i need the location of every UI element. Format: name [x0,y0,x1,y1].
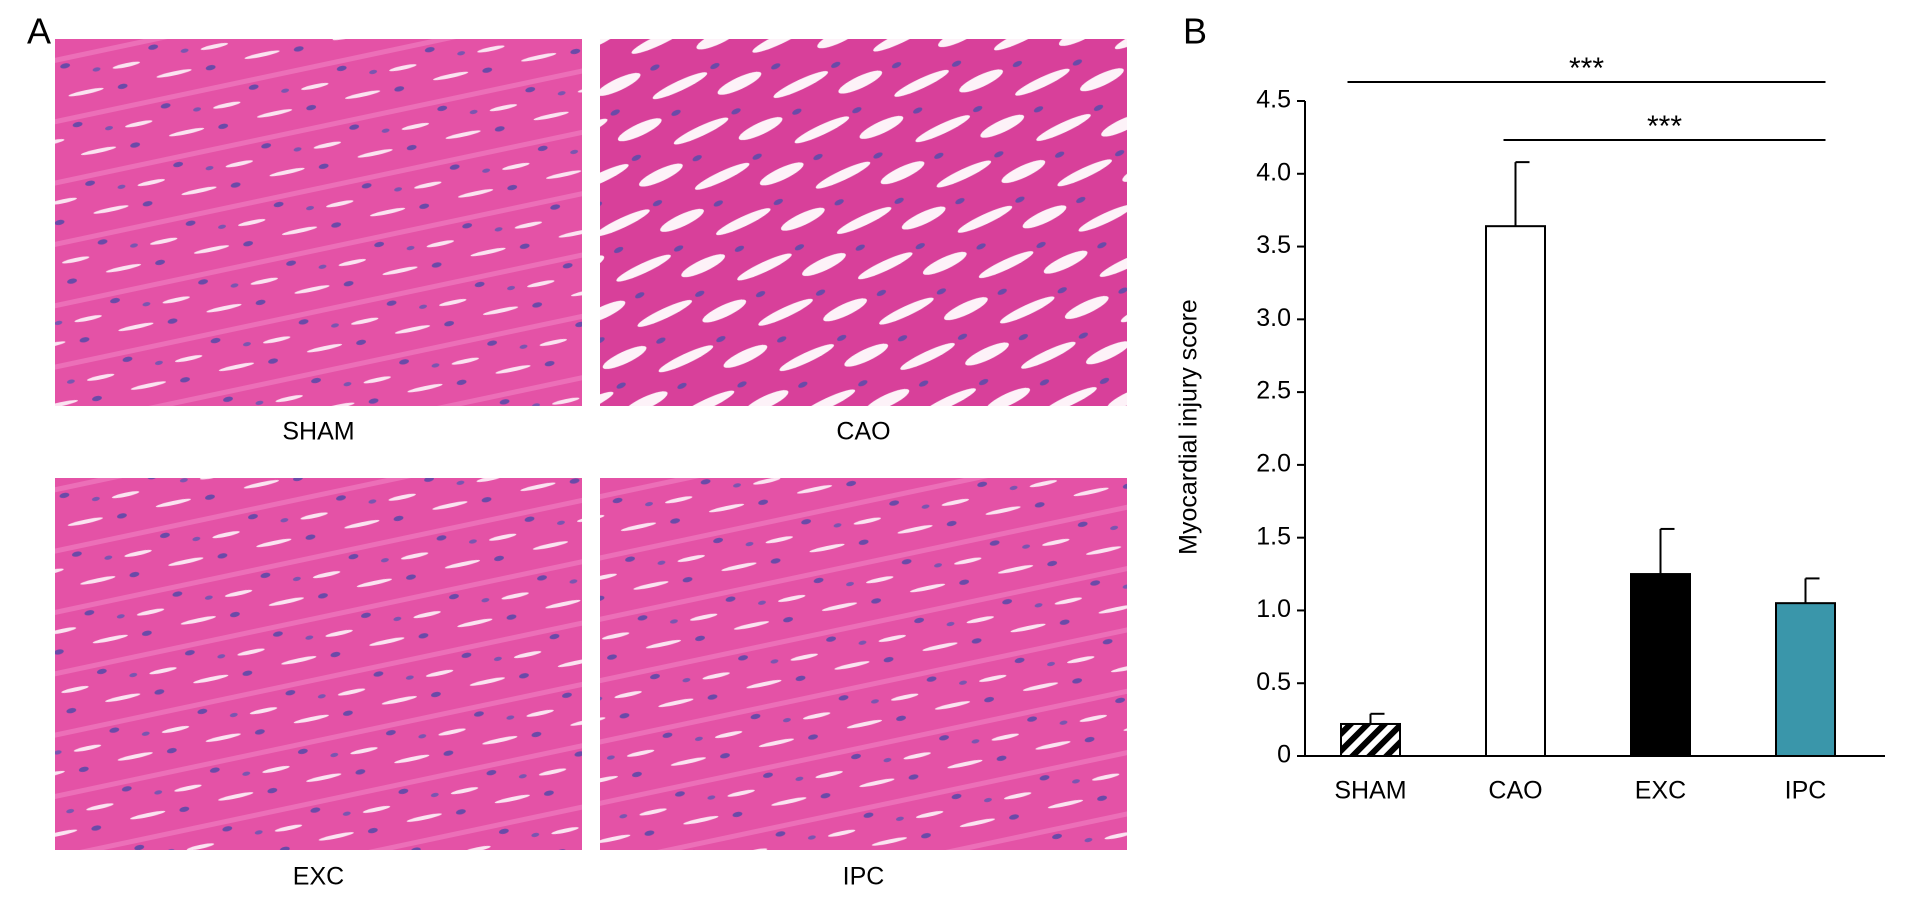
image-label: IPC [843,863,885,891]
panel-label: A [27,11,51,52]
y-tick-label: 4.5 [1256,86,1291,114]
bar [1630,573,1691,757]
y-tick-label: 4.0 [1256,158,1291,186]
panel-label: B [1183,11,1207,52]
x-tick-label: IPC [1785,777,1827,805]
image-label: EXC [293,863,344,891]
histology-image [55,478,582,850]
histology-image [55,39,582,406]
bar [1485,225,1546,757]
y-tick-label: 1.0 [1256,595,1291,623]
image-label: CAO [836,418,890,446]
y-tick-label: 2.5 [1256,377,1291,405]
y-tick-label: 0 [1277,741,1291,769]
bar [1340,722,1401,758]
significance-label: *** [1569,52,1604,85]
significance-label: *** [1647,110,1682,143]
x-tick-label: EXC [1635,777,1686,805]
y-axis-label: Myocardial injury score [1175,299,1203,555]
image-label: SHAM [282,418,354,446]
x-tick-label: SHAM [1334,777,1406,805]
histology-image [600,478,1127,850]
bar [1775,602,1836,758]
y-tick-label: 0.5 [1256,668,1291,696]
histology-image [600,39,1127,406]
x-tick-label: CAO [1488,777,1542,805]
y-tick-label: 3.0 [1256,304,1291,332]
y-tick-label: 3.5 [1256,231,1291,259]
y-tick-label: 2.0 [1256,449,1291,477]
y-tick-label: 1.5 [1256,522,1291,550]
